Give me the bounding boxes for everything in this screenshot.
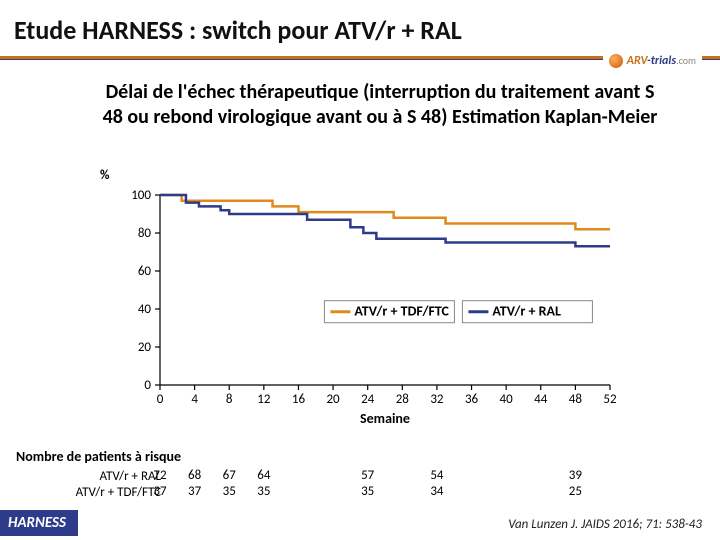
km-chart: 0204060801000481216202428323640444852Sem… bbox=[120, 185, 620, 405]
citation: Van Lunzen J. JAIDS 2016; 71: 538-43 bbox=[508, 517, 702, 532]
svg-text:0: 0 bbox=[144, 378, 151, 393]
risk-cell: 25 bbox=[569, 484, 582, 499]
svg-text:40: 40 bbox=[500, 392, 514, 407]
svg-text:28: 28 bbox=[396, 392, 410, 407]
svg-text:ATV/r + TDF/FTC: ATV/r + TDF/FTC bbox=[354, 303, 449, 320]
svg-text:100: 100 bbox=[131, 188, 151, 203]
arv-trials-logo: ARV-trials.com bbox=[603, 52, 702, 70]
risk-row-label: ATV/r + RAL bbox=[45, 469, 167, 484]
svg-text:40: 40 bbox=[138, 302, 152, 317]
risk-row-label: ATV/r + TDF/FTC bbox=[45, 485, 167, 500]
svg-text:52: 52 bbox=[603, 392, 617, 407]
risk-cell: 35 bbox=[361, 484, 374, 499]
risk-cell: 35 bbox=[223, 484, 236, 499]
svg-text:16: 16 bbox=[292, 392, 306, 407]
svg-text:Semaine: Semaine bbox=[360, 410, 410, 427]
chart-subtitle: Délai de l'échec thérapeutique (interrup… bbox=[100, 80, 660, 130]
svg-text:4: 4 bbox=[191, 392, 198, 407]
svg-text:12: 12 bbox=[257, 392, 271, 407]
risk-row: ATV/r + RAL72686764575439 bbox=[45, 468, 167, 484]
logo-globe-icon bbox=[609, 54, 623, 68]
y-axis-label: % bbox=[100, 168, 109, 183]
risk-table: ATV/r + RAL72686764575439ATV/r + TDF/FTC… bbox=[45, 468, 167, 500]
svg-text:60: 60 bbox=[138, 264, 152, 279]
svg-text:32: 32 bbox=[430, 392, 444, 407]
svg-text:20: 20 bbox=[326, 392, 340, 407]
risk-cell: 67 bbox=[223, 468, 236, 483]
risk-cell: 37 bbox=[153, 484, 166, 499]
svg-text:48: 48 bbox=[569, 392, 583, 407]
risk-cell: 34 bbox=[430, 484, 443, 499]
risk-cell: 64 bbox=[257, 468, 270, 483]
svg-text:24: 24 bbox=[361, 392, 375, 407]
svg-text:44: 44 bbox=[534, 392, 548, 407]
risk-cell: 39 bbox=[569, 468, 582, 483]
svg-text:8: 8 bbox=[226, 392, 233, 407]
logo-com: .com bbox=[676, 54, 696, 67]
risk-cell: 35 bbox=[257, 484, 270, 499]
svg-text:ATV/r + RAL: ATV/r + RAL bbox=[492, 303, 561, 320]
svg-text:0: 0 bbox=[157, 392, 164, 407]
risk-cell: 37 bbox=[188, 484, 201, 499]
logo-arv: ARV bbox=[627, 54, 647, 68]
study-tag: HARNESS bbox=[0, 510, 78, 536]
risk-cell: 57 bbox=[361, 468, 374, 483]
svg-text:20: 20 bbox=[138, 340, 152, 355]
risk-cell: 54 bbox=[430, 468, 443, 483]
risk-row: ATV/r + TDF/FTC37373535353425 bbox=[45, 484, 167, 500]
risk-cell: 72 bbox=[153, 468, 166, 483]
slide-title: Etude HARNESS : switch pour ATV/r + RAL bbox=[14, 14, 462, 46]
logo-trials: -trials bbox=[647, 54, 676, 68]
risk-table-title: Nombre de patients à risque bbox=[16, 448, 181, 465]
svg-text:80: 80 bbox=[138, 226, 152, 241]
svg-text:36: 36 bbox=[465, 392, 479, 407]
risk-cell: 68 bbox=[188, 468, 201, 483]
